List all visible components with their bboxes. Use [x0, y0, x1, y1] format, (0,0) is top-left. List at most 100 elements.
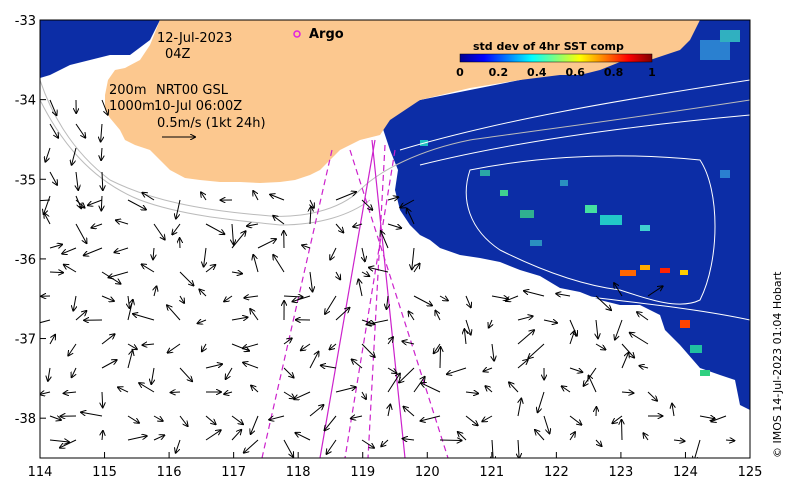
current-vector — [251, 415, 259, 434]
current-vector — [711, 415, 727, 422]
plot-frame — [39, 19, 751, 459]
current-vector — [614, 283, 623, 297]
current-vector — [439, 440, 462, 441]
current-vector — [404, 407, 415, 417]
current-vector — [179, 415, 188, 426]
current-vector — [102, 171, 103, 190]
current-vector — [60, 439, 77, 448]
y-tick-label: -38 — [15, 412, 36, 427]
current-vector — [367, 319, 389, 325]
current-vector — [388, 405, 390, 417]
current-vector — [257, 239, 276, 249]
current-vector — [127, 436, 147, 441]
sst-contours — [399, 79, 750, 321]
current-vector — [294, 391, 311, 399]
current-vector — [407, 209, 415, 225]
current-vector — [273, 255, 285, 273]
current-vector — [153, 247, 154, 259]
current-vector — [361, 272, 369, 276]
x-tick-label: 124 — [673, 465, 698, 480]
current-vector — [413, 264, 420, 273]
current-vector — [139, 383, 155, 393]
current-vector — [243, 363, 259, 369]
current-vector — [75, 123, 85, 138]
current-vector — [273, 216, 285, 225]
current-vector — [421, 383, 441, 393]
current-vector — [142, 264, 155, 273]
sst-coverage-nw — [40, 20, 160, 78]
x-tick-label: 117 — [221, 465, 246, 480]
current-vector — [640, 366, 649, 368]
current-vector — [115, 247, 129, 252]
x-tick-label: 116 — [157, 465, 182, 480]
colorbar: std dev of 4hr SST comp 0 0.2 0.4 0.6 0.8 1 — [456, 40, 656, 79]
current-vector — [231, 430, 241, 441]
current-vector — [153, 415, 163, 421]
current-vector — [198, 320, 207, 323]
current-vector — [630, 333, 649, 345]
x-tick-label: 122 — [544, 465, 569, 480]
x-tick-label: 121 — [479, 465, 504, 480]
current-vector — [361, 199, 372, 210]
current-vector — [458, 432, 467, 441]
current-vector — [49, 335, 55, 345]
current-vector — [369, 268, 389, 273]
current-vector — [321, 365, 337, 368]
current-vector — [62, 247, 77, 254]
colorbar-tick-label: 0 — [456, 66, 464, 79]
current-vector — [142, 193, 155, 201]
current-vector — [622, 420, 623, 441]
current-vector — [118, 387, 129, 393]
current-vector — [172, 223, 181, 234]
current-vector — [309, 405, 324, 417]
colorbar-tick-label: 1 — [648, 66, 656, 79]
current-vector — [596, 319, 598, 338]
current-vector — [492, 343, 494, 361]
current-vector — [270, 195, 285, 201]
current-vector — [330, 343, 337, 349]
current-vector — [359, 279, 363, 297]
current-vector — [205, 415, 216, 424]
current-vector — [49, 245, 62, 249]
current-vector — [301, 343, 311, 350]
current-vector — [335, 308, 349, 321]
current-vector — [517, 330, 534, 345]
current-vector — [49, 99, 57, 115]
current-vector — [102, 391, 103, 407]
current-vector — [556, 294, 571, 296]
current-vector — [269, 415, 285, 420]
current-vector — [351, 416, 363, 419]
current-vector — [101, 195, 102, 210]
current-vector — [361, 343, 375, 357]
current-vector — [133, 314, 155, 321]
colorbar-tick-label: 0.6 — [565, 66, 585, 79]
current-vector — [64, 392, 77, 393]
current-vector — [517, 360, 528, 369]
current-vector — [621, 353, 629, 369]
current-vector — [295, 433, 311, 441]
current-vector — [204, 247, 206, 267]
current-vector — [434, 343, 441, 353]
current-vector — [76, 171, 78, 190]
current-vector — [201, 192, 207, 201]
plot-area: Argo 12-Jul-2023 04Z 200m NRT00 GSL 1000… — [40, 20, 750, 458]
current-vector — [400, 199, 415, 208]
current-vector — [506, 295, 519, 301]
current-vector — [310, 271, 313, 292]
current-vector — [127, 415, 139, 423]
current-vector — [440, 347, 441, 369]
current-vector — [362, 247, 365, 261]
current-vector — [465, 392, 478, 394]
current-vector — [202, 343, 206, 351]
current-vector — [335, 387, 356, 393]
argo-marker — [293, 30, 301, 38]
current-vector — [309, 352, 319, 369]
current-vector — [75, 195, 81, 208]
current-vector — [179, 367, 192, 381]
current-vector — [483, 368, 493, 371]
current-vector — [569, 432, 575, 441]
current-vector — [335, 223, 343, 232]
current-vector — [387, 374, 400, 393]
current-vector — [387, 223, 401, 228]
